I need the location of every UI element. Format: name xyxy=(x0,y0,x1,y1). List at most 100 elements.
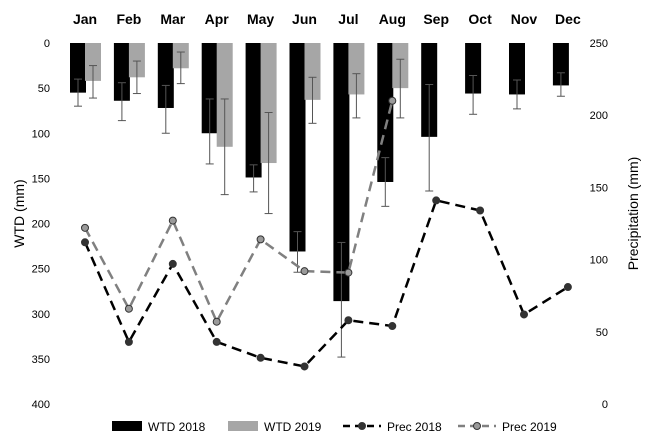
bars xyxy=(70,43,569,302)
point-prec-2019-may xyxy=(256,235,265,244)
month-label-nov: Nov xyxy=(511,11,538,27)
bar-wtd-2019-may xyxy=(260,43,277,164)
legend-label-wtd-2019: WTD 2019 xyxy=(264,420,322,434)
legend-item-wtd-2018: WTD 2018 xyxy=(112,420,206,434)
legend-item-prec-2018: Prec 2018 xyxy=(343,420,442,434)
right-tick-200: 200 xyxy=(590,110,608,122)
right-tick-0: 0 xyxy=(602,399,608,411)
month-label-aug: Aug xyxy=(379,11,406,27)
point-prec-2018-sep xyxy=(432,196,441,205)
point-prec-2019-aug xyxy=(388,96,397,105)
left-tick-200: 200 xyxy=(32,219,50,231)
month-label-apr: Apr xyxy=(205,11,230,27)
bar-wtd-2018-apr xyxy=(201,43,218,134)
bar-wtd-2018-mar xyxy=(157,43,174,108)
legend-marker-prec-2018 xyxy=(358,422,366,430)
error-bar-wtd-2019-jun xyxy=(308,76,317,124)
error-bar-wtd-2018-apr xyxy=(205,98,214,165)
month-label-jan: Jan xyxy=(73,11,97,27)
bar-wtd-2019-feb xyxy=(128,43,145,78)
point-prec-2019-feb xyxy=(124,304,133,313)
bar-wtd-2018-oct xyxy=(465,43,482,94)
point-prec-2018-feb xyxy=(124,337,133,346)
point-prec-2019-mar xyxy=(168,216,177,225)
right-tick-50: 50 xyxy=(596,327,608,339)
point-prec-2018-dec xyxy=(563,283,572,292)
month-labels: Jan Feb Mar Apr May Jun Jul Aug Sep Oct Nov Dec xyxy=(73,11,581,27)
bar-wtd-2018-feb xyxy=(113,43,130,101)
point-prec-2018-may xyxy=(256,353,265,362)
bar-wtd-2018-may xyxy=(245,43,262,178)
month-label-jul: Jul xyxy=(338,11,358,27)
point-prec-2019-apr xyxy=(212,317,221,326)
left-tick-50: 50 xyxy=(38,83,50,95)
axes: 0 50 100 150 200 250 300 350 400 0 50 100 150 200 250 W… xyxy=(11,38,641,411)
error-bar-wtd-2018-jul xyxy=(337,241,346,358)
line-prec-2018 xyxy=(83,198,569,368)
error-bar-wtd-2019-apr xyxy=(220,98,229,196)
point-prec-2018-oct xyxy=(476,206,485,215)
legend-item-prec-2019: Prec 2019 xyxy=(458,420,557,434)
bar-wtd-2019-jan xyxy=(85,43,101,81)
legend-label-prec-2019: Prec 2019 xyxy=(502,420,557,434)
error-bar-wtd-2018-jan xyxy=(74,78,82,107)
bar-wtd-2019-apr xyxy=(216,43,233,147)
point-prec-2018-jul xyxy=(344,316,353,325)
month-label-oct: Oct xyxy=(468,11,492,27)
left-tick-400: 400 xyxy=(32,399,50,411)
left-tick-250: 250 xyxy=(32,264,50,276)
legend-item-wtd-2019: WTD 2019 xyxy=(228,420,322,434)
month-label-may: May xyxy=(247,11,274,27)
error-bar-wtd-2019-may xyxy=(264,111,273,215)
point-prec-2018-jan xyxy=(81,238,89,247)
left-tick-100: 100 xyxy=(32,128,50,140)
line-prec-2019 xyxy=(83,100,394,325)
bar-wtd-2018-dec xyxy=(552,43,569,86)
legend-swatch-wtd-2018 xyxy=(112,421,142,431)
right-axis-title: Precipitation (mm) xyxy=(625,157,641,271)
error-bar-wtd-2019-jan xyxy=(89,65,97,99)
month-label-sep: Sep xyxy=(423,11,449,27)
bar-wtd-2018-nov xyxy=(509,43,525,95)
error-bar-wtd-2019-aug xyxy=(396,58,405,119)
error-bar-wtd-2018-mar xyxy=(161,84,170,134)
error-bar-wtd-2018-sep xyxy=(425,84,434,192)
lines xyxy=(81,96,572,371)
error-bar-wtd-2018-aug xyxy=(381,157,390,207)
point-prec-2018-apr xyxy=(212,337,221,346)
left-tick-300: 300 xyxy=(32,309,50,321)
point-prec-2018-mar xyxy=(168,259,177,268)
error-bar-wtd-2019-mar xyxy=(176,51,185,85)
right-tick-150: 150 xyxy=(590,182,608,194)
bar-wtd-2019-jun xyxy=(304,43,321,100)
right-tick-250: 250 xyxy=(590,38,608,50)
left-tick-0: 0 xyxy=(44,38,50,50)
point-prec-2018-nov xyxy=(520,310,528,319)
legend: WTD 2018 WTD 2019 Prec 2018 Prec 2019 xyxy=(112,420,557,434)
legend-swatch-wtd-2019 xyxy=(228,421,258,431)
month-label-jun: Jun xyxy=(292,11,317,27)
left-tick-350: 350 xyxy=(32,354,50,366)
point-prec-2019-jun xyxy=(300,267,309,276)
legend-label-prec-2018: Prec 2018 xyxy=(387,420,442,434)
bar-wtd-2018-jan xyxy=(70,43,86,93)
bar-wtd-2019-jul xyxy=(348,43,365,95)
point-prec-2019-jan xyxy=(81,223,89,232)
bar-wtd-2018-jul xyxy=(333,43,350,302)
bar-wtd-2018-aug xyxy=(377,43,394,182)
error-bar-wtd-2018-feb xyxy=(117,82,126,122)
point-prec-2019-jul xyxy=(344,268,353,277)
error-bar-wtd-2018-nov xyxy=(513,79,521,110)
bar-wtd-2018-jun xyxy=(289,43,306,252)
error-bar-wtd-2018-may xyxy=(249,164,258,193)
error-bar-wtd-2018-oct xyxy=(469,74,478,115)
month-label-dec: Dec xyxy=(555,11,581,27)
error-bar-wtd-2019-jul xyxy=(352,73,361,119)
point-prec-2018-aug xyxy=(388,322,397,331)
right-tick-100: 100 xyxy=(590,255,608,267)
point-prec-2018-jun xyxy=(300,362,309,371)
error-bars xyxy=(74,51,565,358)
left-tick-150: 150 xyxy=(32,173,50,185)
